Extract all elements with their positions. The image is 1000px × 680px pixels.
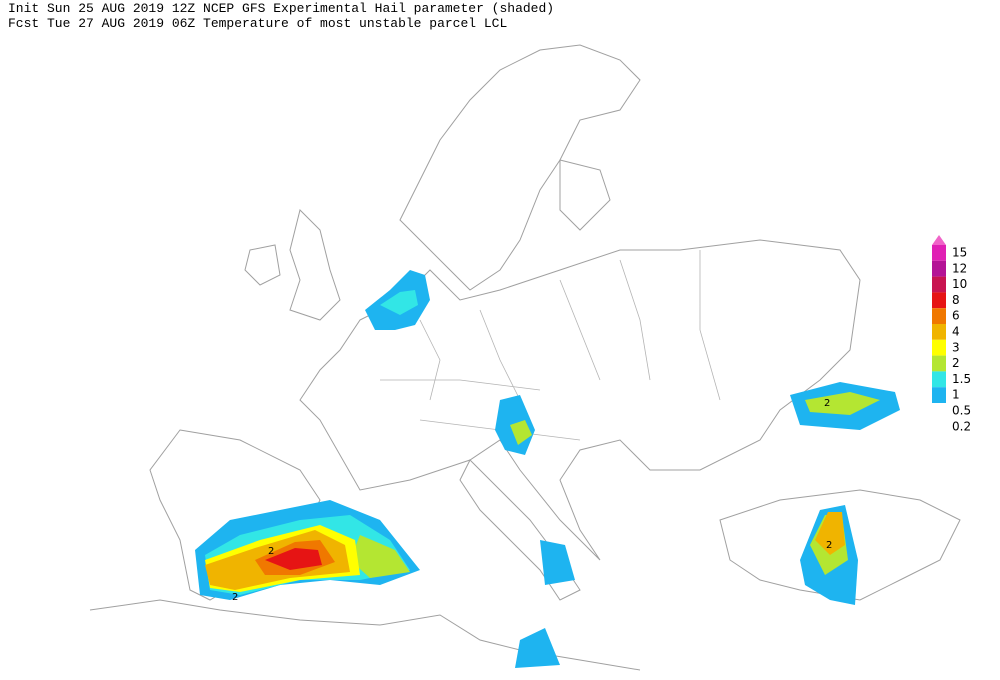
legend-swatch: [932, 339, 946, 356]
legend-swatch: [932, 308, 946, 324]
legend-label: 0.2: [952, 419, 971, 433]
legend-label: 3: [952, 340, 960, 354]
legend-swatch: [932, 235, 946, 245]
legend-label: 1.5: [952, 372, 971, 386]
legend-label: 12: [952, 261, 967, 275]
header-line: Init Sun 25 AUG 2019 12Z NCEP GFS Experi…: [8, 1, 554, 16]
legend-swatch: [932, 245, 946, 261]
legend-label: 6: [952, 309, 960, 323]
legend-label: 15: [952, 246, 967, 260]
legend-label: 8: [952, 293, 960, 307]
legend-swatch: [932, 387, 946, 403]
legend-swatch: [932, 276, 946, 293]
legend-label: 4: [952, 325, 960, 339]
legend-label: 10: [952, 277, 967, 291]
contour-label: 2: [824, 398, 830, 409]
legend-swatch: [932, 371, 946, 388]
contour-label: 2: [268, 546, 274, 557]
legend-swatch: [932, 292, 946, 309]
contour-label: 2: [826, 540, 832, 551]
legend-swatch: [932, 324, 946, 340]
legend-swatch: [932, 260, 946, 277]
hail-shading: [195, 270, 900, 668]
legend-swatch: [932, 403, 946, 419]
legend-label: 0.5: [952, 404, 971, 418]
header-line: Fcst Tue 27 AUG 2019 06Z Temperature of …: [8, 16, 507, 31]
legend-swatch: [932, 355, 946, 372]
legend-label: 2: [952, 356, 960, 370]
contour-label: 2: [232, 592, 238, 603]
legend-label: 1: [952, 388, 960, 402]
